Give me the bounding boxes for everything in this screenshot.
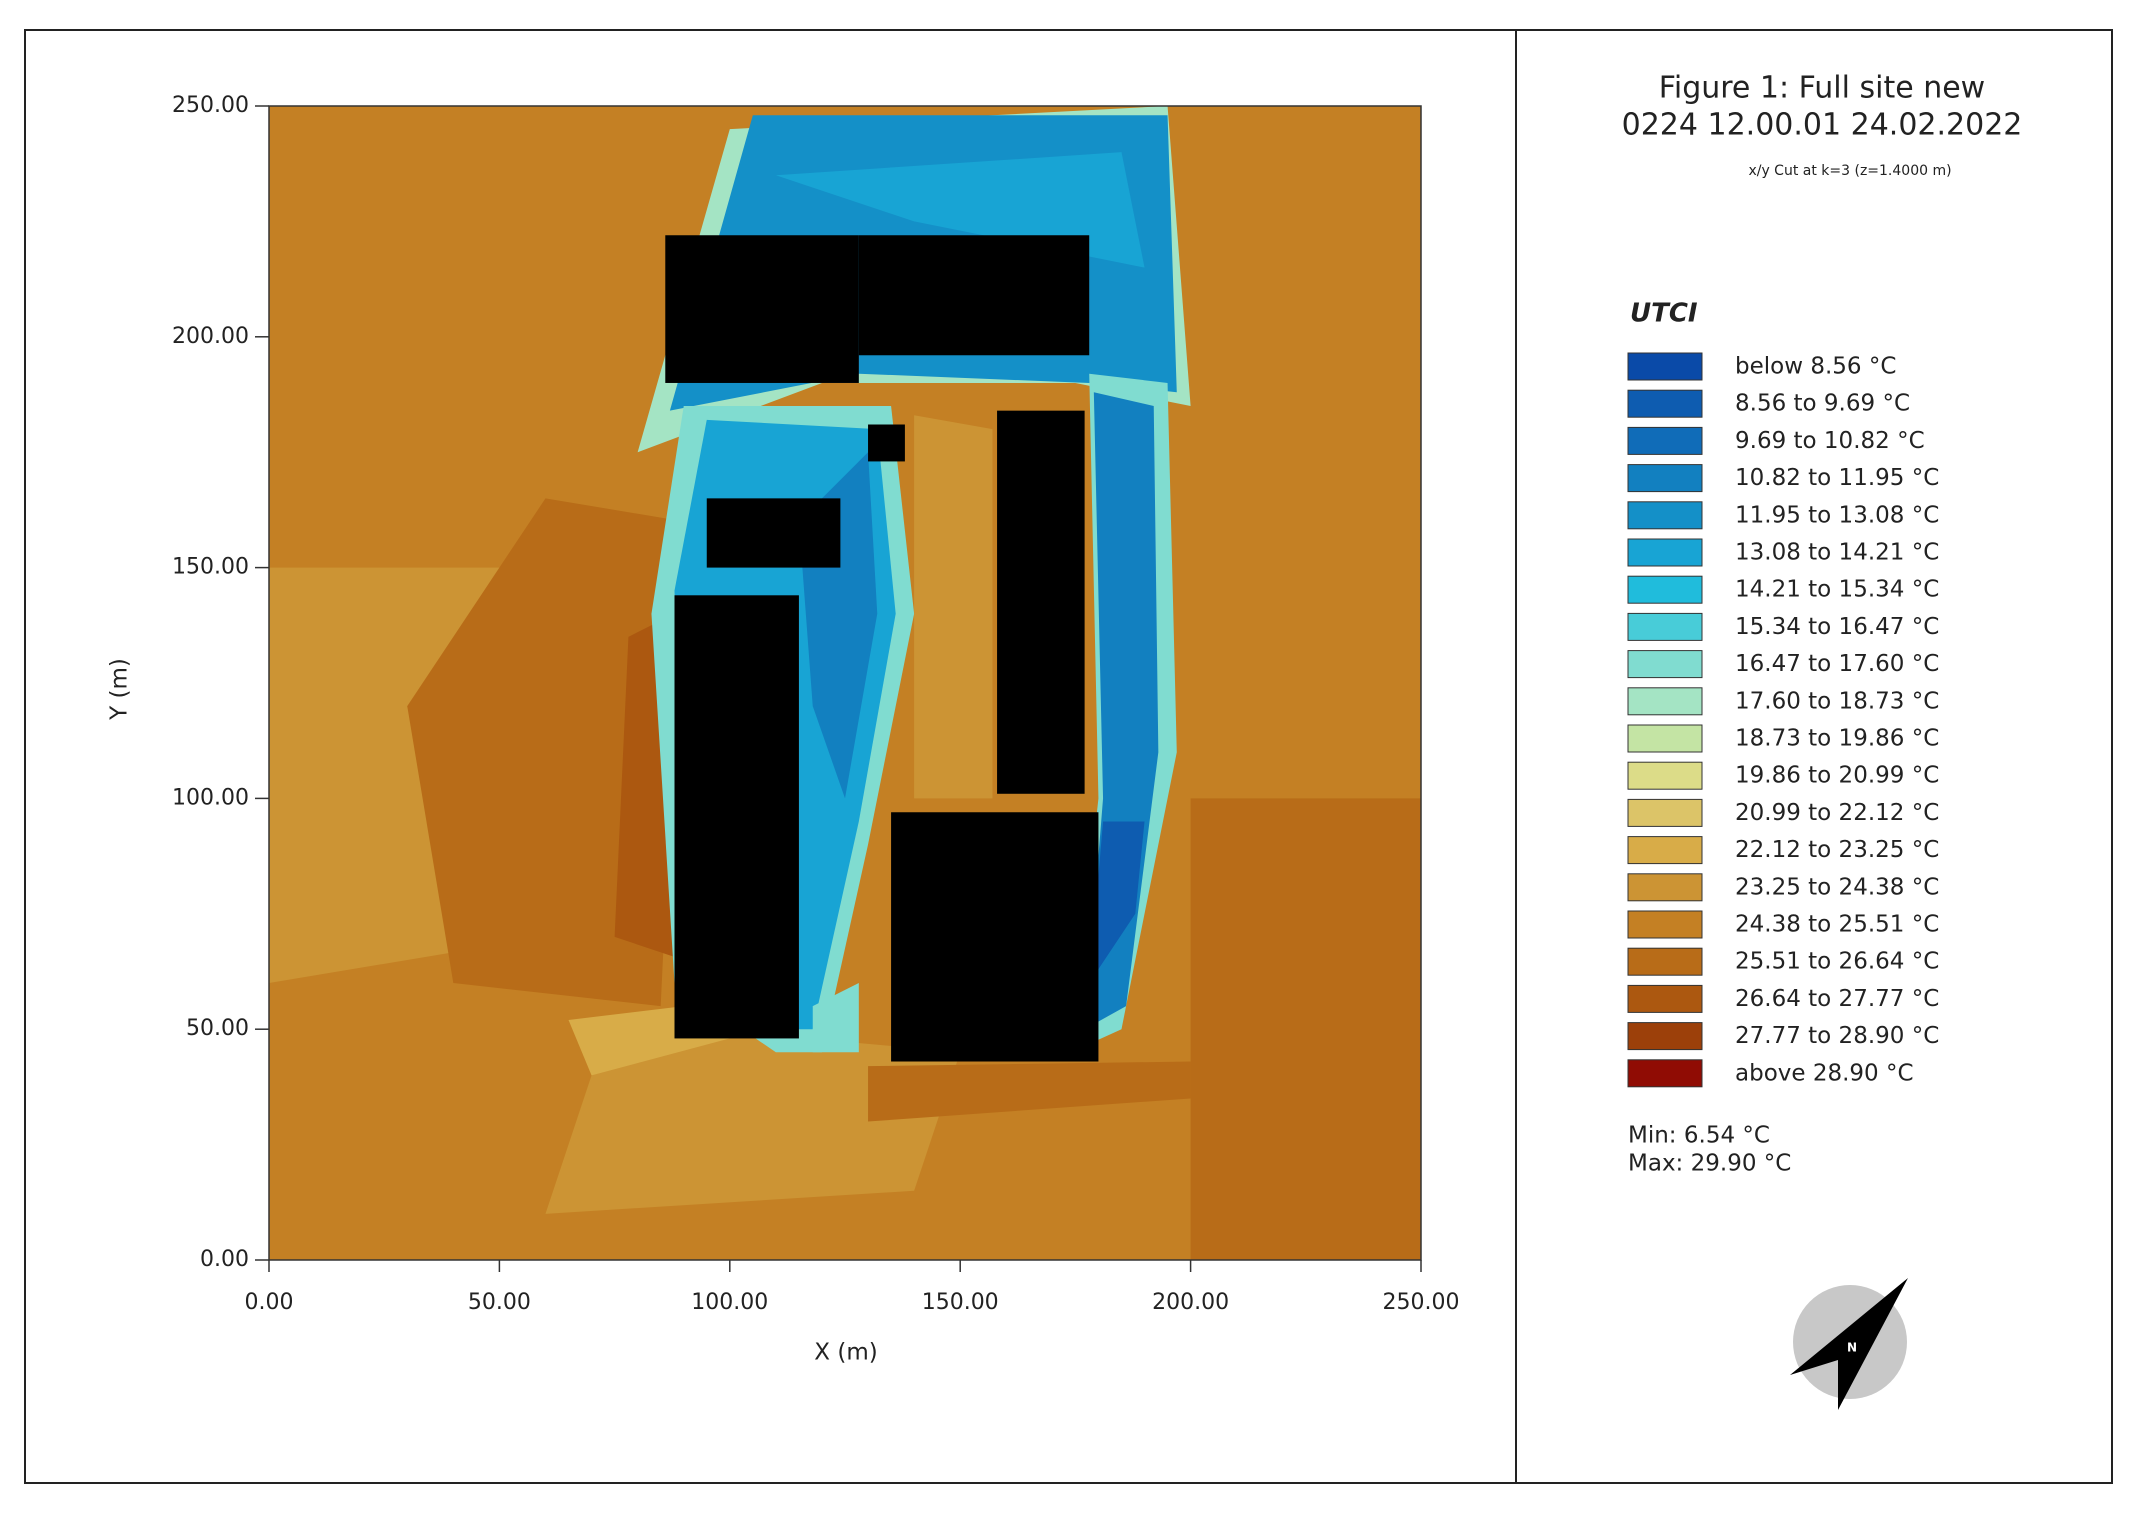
x-tick-label: 200.00 <box>1152 1290 1229 1315</box>
plot-border <box>268 105 1422 1261</box>
field-region <box>812 983 859 1053</box>
legend-swatch <box>1627 650 1703 679</box>
frame <box>24 29 2113 1484</box>
building <box>868 424 905 462</box>
legend-label: 11.95 to 13.08 °C <box>1735 502 1939 528</box>
y-tick-label: 250.00 <box>172 93 249 118</box>
legend-swatch <box>1627 1059 1703 1088</box>
building <box>674 595 799 1039</box>
legend-label: 13.08 to 14.21 °C <box>1735 540 1939 566</box>
legend-swatch <box>1627 798 1703 827</box>
building <box>665 235 859 383</box>
legend-label: 18.73 to 19.86 °C <box>1735 726 1939 752</box>
legend-label: 19.86 to 20.99 °C <box>1735 763 1939 789</box>
legend-swatch <box>1627 538 1703 567</box>
y-tick-label: 100.00 <box>172 785 249 810</box>
legend-label: 15.34 to 16.47 °C <box>1735 614 1939 640</box>
y-tick-label: 200.00 <box>172 324 249 349</box>
legend-swatch <box>1627 352 1703 381</box>
field-region <box>1089 821 1145 984</box>
legend-title: UTCI <box>1630 299 1698 329</box>
legend-label: 23.25 to 24.38 °C <box>1735 874 1939 900</box>
legend-swatch <box>1627 910 1703 939</box>
legend-swatch <box>1627 464 1703 493</box>
legend-swatch <box>1627 1022 1703 1051</box>
legend-swatch <box>1627 575 1703 604</box>
field-region <box>407 498 684 1007</box>
legend-label: 27.77 to 28.90 °C <box>1735 1023 1939 1049</box>
title: Figure 1: Full site new <box>1659 71 1985 106</box>
x-tick-label: 0.00 <box>245 1290 294 1315</box>
legend-swatch <box>1627 687 1703 716</box>
x-axis-label: X (m) <box>814 1340 877 1366</box>
legend-swatch <box>1627 724 1703 753</box>
legend-swatch <box>1627 947 1703 976</box>
legend-label: above 28.90 °C <box>1735 1060 1914 1086</box>
field-region <box>914 415 993 799</box>
legend-swatch <box>1627 836 1703 865</box>
y-tick-label: 0.00 <box>200 1247 249 1272</box>
x-tick-label: 250.00 <box>1383 1290 1460 1315</box>
legend-label: 26.64 to 27.77 °C <box>1735 986 1939 1012</box>
legend-swatch <box>1627 426 1703 455</box>
annotation: x/y Cut at k=3 (z=1.4000 m) <box>1748 163 1951 179</box>
field <box>269 106 1421 1260</box>
x-tick-label: 100.00 <box>691 1290 768 1315</box>
compass-needle <box>1790 1278 1908 1410</box>
north-arrow: N <box>1790 1278 1908 1410</box>
legend-swatch <box>1627 873 1703 902</box>
field-region <box>1190 798 1421 1260</box>
x-tick-label: 50.00 <box>468 1290 531 1315</box>
max-label: Max: 29.90 °C <box>1628 1151 1791 1177</box>
legend-label: 14.21 to 15.34 °C <box>1735 577 1939 603</box>
legend-label: 8.56 to 9.69 °C <box>1735 391 1910 417</box>
legend-label: 25.51 to 26.64 °C <box>1735 949 1939 975</box>
legend-label: 17.60 to 18.73 °C <box>1735 688 1939 714</box>
legend-label: below 8.56 °C <box>1735 354 1896 380</box>
north-label: N <box>1847 1341 1857 1355</box>
min-label: Min: 6.54 °C <box>1628 1123 1770 1149</box>
legend-swatch <box>1627 389 1703 418</box>
y-tick-label: 150.00 <box>172 555 249 580</box>
building <box>706 498 841 568</box>
legend-swatch <box>1627 612 1703 641</box>
legend-swatch <box>1627 501 1703 530</box>
field-region <box>868 1061 1191 1122</box>
legend-swatch <box>1627 984 1703 1013</box>
legend-label: 22.12 to 23.25 °C <box>1735 837 1939 863</box>
legend-label: 10.82 to 11.95 °C <box>1735 465 1939 491</box>
legend-label: 20.99 to 22.12 °C <box>1735 800 1939 826</box>
legend-swatch <box>1627 761 1703 790</box>
legend-label: 16.47 to 17.60 °C <box>1735 651 1939 677</box>
building <box>997 410 1085 794</box>
building <box>858 235 1090 356</box>
legend-label: 24.38 to 25.51 °C <box>1735 912 1939 938</box>
x-tick-label: 150.00 <box>922 1290 999 1315</box>
field-region <box>545 1029 961 1214</box>
building <box>891 812 1099 1062</box>
subtitle: 0224 12.00.01 24.02.2022 <box>1622 108 2023 143</box>
y-axis-label: Y (m) <box>107 658 133 721</box>
y-tick-label: 50.00 <box>186 1016 249 1041</box>
legend-label: 9.69 to 10.82 °C <box>1735 428 1925 454</box>
